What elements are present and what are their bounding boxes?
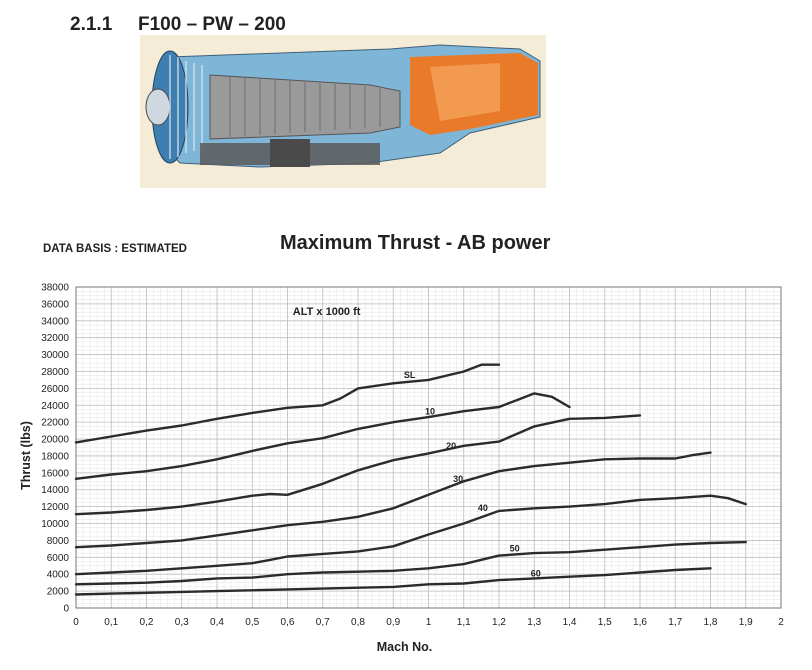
altitude-annotation: ALT x 1000 ft bbox=[293, 306, 361, 318]
thrust-chart: 0 0,1 0,2 0,3 0,4 0,5 0,6 0,7 0,8 0,9 1 1,1 1,2 1,3 1,… bbox=[19, 283, 784, 655]
fan-hub bbox=[145, 88, 171, 126]
y-tick-label: 8000 bbox=[47, 536, 70, 547]
y-tick-label: 14000 bbox=[41, 485, 69, 496]
series-line-50 bbox=[74, 540, 747, 586]
series-label-40: 40 bbox=[478, 503, 488, 513]
y-tick-label: 12000 bbox=[41, 502, 69, 513]
series-line-SL bbox=[74, 363, 501, 444]
data-basis-label: DATA BASIS : ESTIMATED bbox=[43, 243, 187, 255]
x-tick-label: 1,7 bbox=[668, 617, 682, 628]
y-axis-label: Thrust (lbs) bbox=[19, 421, 33, 490]
y-tick-label: 0 bbox=[63, 604, 69, 615]
y-tick-label: 28000 bbox=[41, 367, 69, 378]
x-tick-label: 2 bbox=[778, 617, 784, 628]
y-tick-label: 10000 bbox=[41, 519, 69, 530]
series-line-30 bbox=[74, 451, 712, 549]
x-tick-label: 0,5 bbox=[245, 617, 259, 628]
compressor-stages bbox=[229, 77, 381, 137]
x-tick-label: 1,1 bbox=[457, 617, 471, 628]
x-tick-label: 1,9 bbox=[739, 617, 753, 628]
x-tick-label: 1,3 bbox=[527, 617, 541, 628]
series-label-50: 50 bbox=[510, 543, 520, 553]
x-tick-label: 0,1 bbox=[104, 617, 118, 628]
series-line-40 bbox=[74, 494, 747, 576]
x-tick-label: 0,7 bbox=[316, 617, 330, 628]
x-tick-label: 1 bbox=[426, 617, 432, 628]
series-label-20: 20 bbox=[446, 441, 456, 451]
series-label-60: 60 bbox=[531, 569, 541, 579]
x-tick-label: 1,5 bbox=[598, 617, 612, 628]
x-tick-label: 1,8 bbox=[704, 617, 718, 628]
y-tick-label: 32000 bbox=[41, 333, 69, 344]
series-label-SL: SL bbox=[404, 370, 416, 380]
y-tick-label: 22000 bbox=[41, 418, 69, 429]
x-tick-label: 0,3 bbox=[175, 617, 189, 628]
x-tick-label: 1,2 bbox=[492, 617, 506, 628]
y-tick-label: 30000 bbox=[41, 350, 69, 361]
y-tick-label: 24000 bbox=[41, 401, 69, 412]
y-tick-label: 16000 bbox=[41, 468, 69, 479]
series-line-60 bbox=[74, 567, 712, 596]
fan-blades bbox=[169, 55, 203, 159]
engine-cutaway-illustration bbox=[140, 35, 546, 188]
x-tick-label: 0,9 bbox=[386, 617, 400, 628]
x-tick-label: 1,6 bbox=[633, 617, 647, 628]
y-tick-label: 34000 bbox=[41, 316, 69, 327]
y-tick-label: 6000 bbox=[47, 553, 70, 564]
series-line-20 bbox=[74, 414, 642, 516]
series-label-10: 10 bbox=[425, 407, 435, 417]
y-tick-label: 36000 bbox=[41, 299, 69, 310]
y-tick-label: 38000 bbox=[41, 283, 69, 294]
series-line-10 bbox=[74, 392, 571, 480]
y-tick-label: 2000 bbox=[47, 587, 70, 598]
x-tick-label: 0,6 bbox=[281, 617, 295, 628]
x-tick-label: 0 bbox=[73, 617, 79, 628]
y-tick-label: 26000 bbox=[41, 384, 69, 395]
x-tick-label: 0,2 bbox=[140, 617, 154, 628]
y-tick-label: 20000 bbox=[41, 435, 69, 446]
exhaust-glow bbox=[430, 63, 500, 121]
y-tick-label: 18000 bbox=[41, 451, 69, 462]
section-title: F100 – PW – 200 bbox=[138, 14, 286, 35]
section-heading: 2.1.1 F100 – PW – 200 bbox=[70, 14, 286, 36]
x-tick-label: 0,4 bbox=[210, 617, 224, 628]
x-tick-label: 0,8 bbox=[351, 617, 365, 628]
plot-frame bbox=[75, 286, 782, 609]
x-axis-label: Mach No. bbox=[377, 640, 433, 654]
chart-title: Maximum Thrust - AB power bbox=[280, 232, 551, 254]
x-tick-label: 1,4 bbox=[563, 617, 577, 628]
series-label-30: 30 bbox=[453, 474, 463, 484]
section-number: 2.1.1 bbox=[70, 14, 113, 35]
lower-fittings bbox=[270, 139, 310, 167]
y-tick-label: 4000 bbox=[47, 570, 70, 581]
